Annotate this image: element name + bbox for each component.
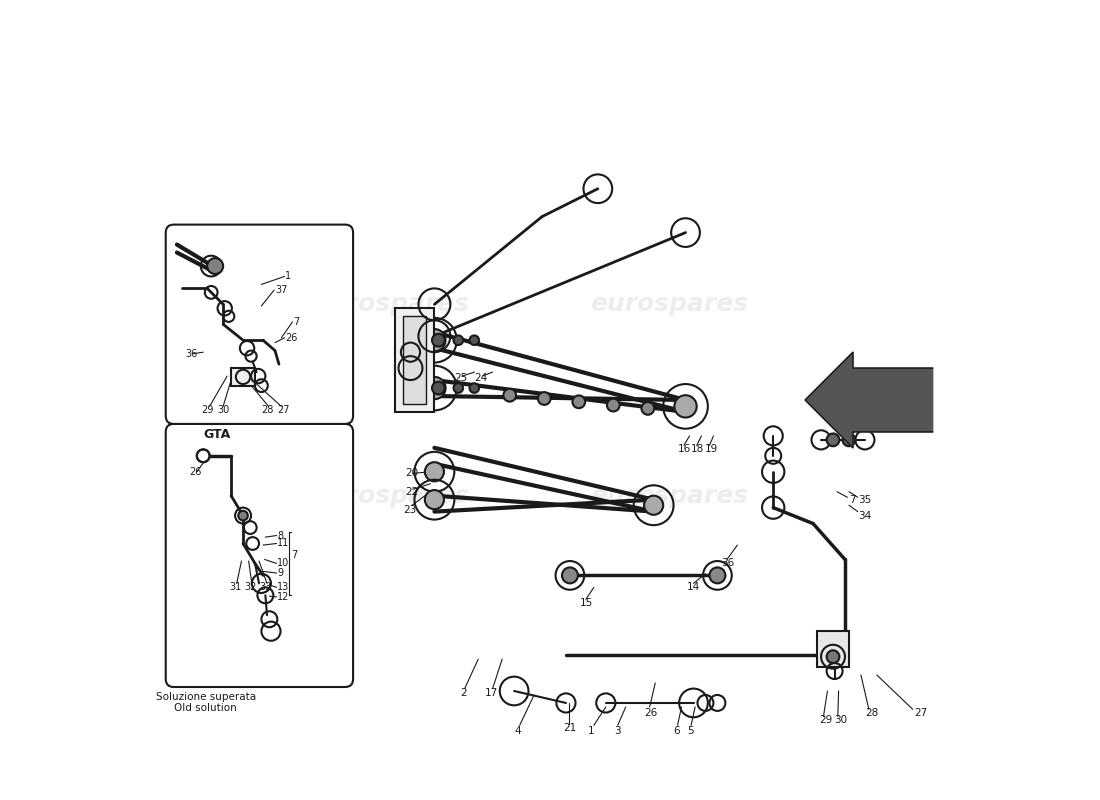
Text: 35: 35 — [858, 494, 872, 505]
Circle shape — [843, 434, 856, 446]
Polygon shape — [805, 352, 933, 448]
Circle shape — [425, 462, 444, 482]
Bar — [403, 316, 427, 404]
Text: 7: 7 — [849, 494, 856, 505]
Text: 13: 13 — [277, 582, 289, 592]
Text: 7: 7 — [294, 317, 299, 327]
Circle shape — [453, 383, 463, 393]
Circle shape — [424, 329, 446, 351]
Text: 19: 19 — [705, 445, 718, 454]
Circle shape — [538, 392, 551, 405]
Circle shape — [207, 258, 223, 274]
Text: 20: 20 — [405, 468, 418, 478]
Text: 37: 37 — [275, 285, 287, 295]
Text: 28: 28 — [262, 405, 274, 414]
Text: 11: 11 — [277, 538, 289, 549]
Circle shape — [470, 383, 478, 393]
Text: 24: 24 — [474, 373, 487, 382]
Circle shape — [826, 650, 839, 663]
FancyBboxPatch shape — [166, 225, 353, 424]
Circle shape — [239, 511, 248, 520]
Text: 22: 22 — [405, 486, 418, 497]
Text: 21: 21 — [563, 723, 576, 734]
FancyBboxPatch shape — [166, 424, 353, 687]
Text: 26: 26 — [285, 333, 298, 343]
Text: 10: 10 — [277, 558, 289, 569]
Text: 23: 23 — [404, 505, 417, 515]
Text: 16: 16 — [678, 445, 691, 454]
Text: 1: 1 — [588, 726, 595, 736]
Circle shape — [424, 377, 446, 399]
Text: 30: 30 — [218, 405, 230, 414]
Text: 27: 27 — [277, 405, 290, 414]
Text: 12: 12 — [277, 592, 289, 602]
Text: 8: 8 — [277, 530, 284, 541]
Text: 3: 3 — [614, 726, 620, 736]
Text: Soluzione superata
Old solution: Soluzione superata Old solution — [155, 692, 255, 714]
Text: eurospares: eurospares — [591, 292, 749, 316]
Text: 2: 2 — [461, 687, 468, 698]
Circle shape — [453, 335, 463, 345]
Circle shape — [674, 395, 696, 418]
Text: 5: 5 — [688, 726, 694, 736]
Circle shape — [432, 382, 444, 394]
Circle shape — [645, 496, 663, 515]
Text: 28: 28 — [865, 707, 878, 718]
Text: 32: 32 — [244, 582, 257, 592]
Bar — [395, 308, 434, 412]
Text: 31: 31 — [230, 582, 242, 592]
Text: eurospares: eurospares — [311, 292, 470, 316]
Text: 27: 27 — [914, 707, 927, 718]
Circle shape — [572, 395, 585, 408]
Circle shape — [641, 402, 654, 414]
Text: eurospares: eurospares — [311, 484, 470, 508]
Text: 26: 26 — [189, 466, 202, 477]
Text: 7: 7 — [290, 550, 297, 561]
Text: 25: 25 — [454, 373, 467, 382]
Text: GTA: GTA — [204, 428, 230, 441]
Text: 29: 29 — [820, 715, 833, 726]
Text: eurospares: eurospares — [591, 484, 749, 508]
Circle shape — [607, 398, 619, 411]
Text: 17: 17 — [485, 687, 498, 698]
Text: 29: 29 — [201, 405, 214, 414]
Text: 30: 30 — [835, 715, 848, 726]
Text: 26: 26 — [645, 707, 658, 718]
Text: 15: 15 — [581, 598, 594, 608]
Text: 6: 6 — [673, 726, 680, 736]
Text: 14: 14 — [688, 582, 701, 592]
Text: 4: 4 — [514, 726, 520, 736]
Text: 36: 36 — [185, 349, 197, 358]
Bar — [817, 631, 849, 667]
Circle shape — [826, 434, 839, 446]
Circle shape — [504, 389, 516, 402]
Circle shape — [710, 567, 725, 583]
Text: 34: 34 — [858, 510, 872, 521]
Circle shape — [470, 335, 478, 345]
Text: 9: 9 — [277, 568, 284, 578]
Circle shape — [425, 490, 444, 510]
Text: 1: 1 — [285, 271, 292, 282]
Circle shape — [197, 450, 210, 462]
Text: 36: 36 — [722, 558, 735, 569]
Text: 33: 33 — [260, 582, 272, 592]
Circle shape — [562, 567, 578, 583]
Circle shape — [432, 334, 444, 346]
Text: 18: 18 — [691, 445, 704, 454]
Bar — [231, 368, 255, 386]
